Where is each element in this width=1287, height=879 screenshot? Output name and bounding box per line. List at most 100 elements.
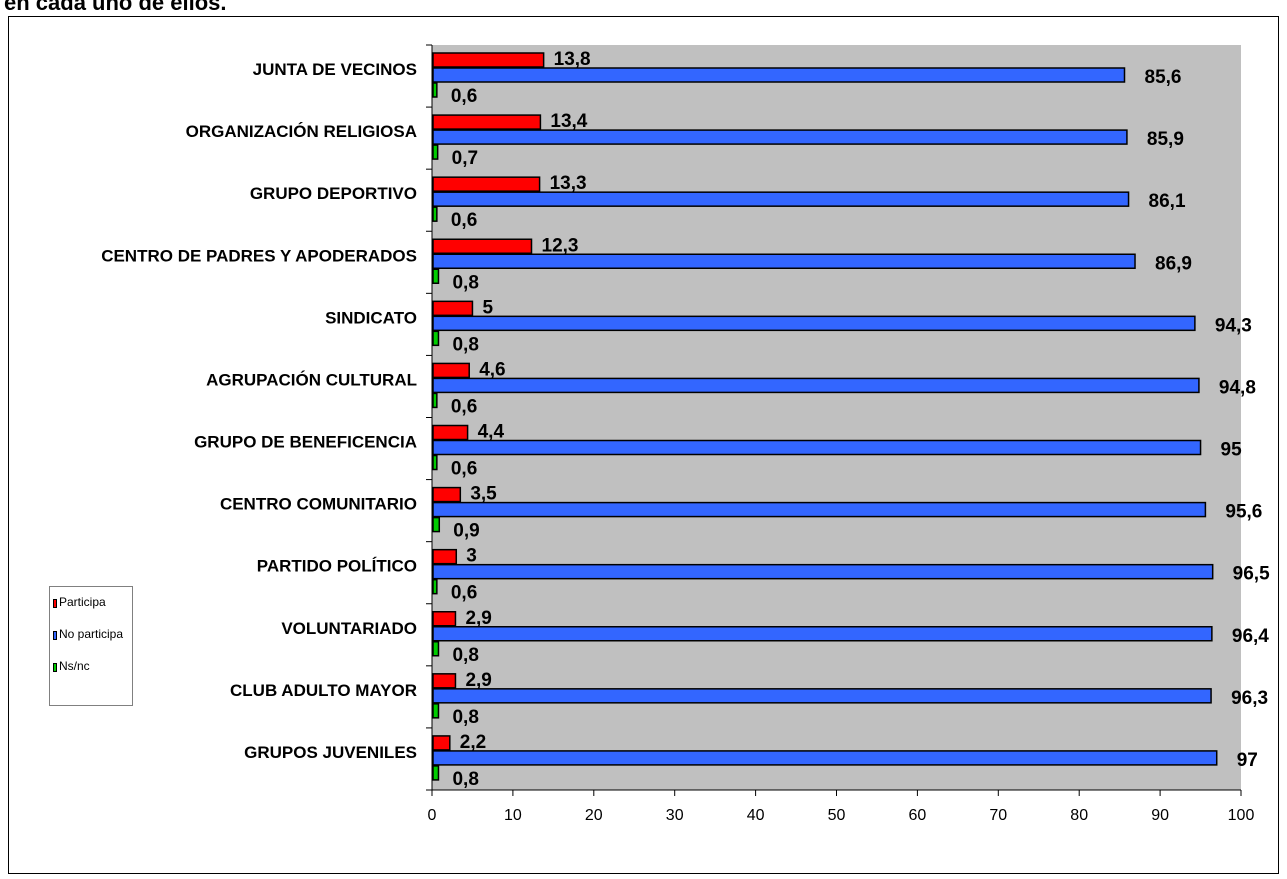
bar-participa: [432, 611, 457, 627]
bar-no-participa: [432, 439, 1202, 456]
bar-ns-nc: [432, 765, 440, 781]
bar-no-participa: [432, 626, 1213, 642]
bar-no-participa: [432, 377, 1200, 394]
category-label: PARTIDO POLÍTICO: [257, 557, 417, 576]
bar-no-participa: [432, 688, 1212, 704]
value-label-ns-nc: 0,8: [452, 272, 478, 293]
bar-ns-nc: [432, 268, 440, 284]
value-label-participa: 12,3: [542, 235, 579, 256]
value-label-ns-nc: 0,6: [451, 396, 477, 417]
bar-no-participa: [432, 129, 1128, 145]
value-label-no-participa: 96,3: [1231, 688, 1268, 709]
legend-label-no-participa: No participa: [59, 627, 124, 641]
legend-item-nsnc: Ns/nc: [53, 659, 129, 673]
category-label: VOLUNTARIADO: [281, 619, 417, 638]
value-label-ns-nc: 0,6: [451, 210, 477, 231]
category-label: GRUPO DEPORTIVO: [250, 184, 417, 203]
value-label-ns-nc: 0,6: [451, 459, 477, 480]
bar-participa: [432, 176, 541, 192]
x-tick-label: 90: [1151, 807, 1169, 824]
bar-no-participa: [432, 563, 1214, 580]
value-label-participa: 2,9: [465, 670, 491, 691]
bar-participa: [432, 114, 542, 130]
category-label: CENTRO COMUNITARIO: [220, 495, 417, 514]
category-label: GRUPO DE BENEFICENCIA: [194, 433, 417, 452]
bar-participa: [432, 486, 462, 503]
category-label: CENTRO DE PADRES Y APODERADOS: [101, 246, 417, 265]
legend-item-no-participa: No participa: [53, 627, 129, 641]
value-label-participa: 13,3: [550, 173, 587, 194]
bar-ns-nc: [432, 641, 440, 657]
bar-ns-nc: [432, 82, 438, 98]
bar-ns-nc: [432, 454, 438, 471]
bar-ns-nc: [432, 578, 438, 595]
bar-participa: [432, 52, 545, 68]
bar-no-participa: [432, 67, 1126, 83]
value-label-no-participa: 95: [1221, 440, 1243, 461]
value-label-participa: 4,4: [478, 422, 505, 443]
category-label: ORGANIZACIÓN RELIGIOSA: [186, 122, 417, 141]
x-tick-label: 70: [989, 807, 1007, 824]
x-tick-label: 30: [666, 807, 684, 824]
bar-participa: [432, 735, 451, 751]
value-label-ns-nc: 0,9: [453, 521, 479, 542]
value-label-no-participa: 94,3: [1215, 315, 1252, 336]
bar-participa: [432, 300, 474, 317]
value-label-participa: 3: [466, 546, 477, 567]
value-label-no-participa: 85,6: [1145, 67, 1182, 88]
value-label-no-participa: 86,9: [1155, 253, 1192, 274]
value-label-no-participa: 86,1: [1149, 191, 1186, 212]
x-tick-label: 100: [1228, 807, 1255, 824]
value-label-no-participa: 96,5: [1233, 564, 1270, 585]
bar-participa: [432, 424, 469, 441]
value-label-participa: 4,6: [479, 359, 505, 380]
bar-ns-nc: [432, 516, 441, 533]
legend-item-participa: Participa: [53, 595, 129, 609]
chart-frame: 13,8 85,6 0,6 13,4 85,9 0,7 13,3 86,1 0,6 12,3 86,…: [8, 16, 1279, 874]
bar-ns-nc: [432, 703, 440, 719]
bar-chart: 13,8 85,6 0,6 13,4 85,9 0,7 13,3 86,1 0,6 12,3 86,…: [101, 44, 1270, 824]
value-label-no-participa: 94,8: [1219, 377, 1256, 398]
value-label-ns-nc: 0,8: [452, 769, 478, 790]
value-label-no-participa: 96,4: [1232, 626, 1269, 647]
value-label-ns-nc: 0,6: [451, 583, 477, 604]
x-tick-label: 50: [828, 807, 846, 824]
legend-label-participa: Participa: [59, 595, 106, 609]
value-label-participa: 13,4: [550, 111, 587, 132]
bar-ns-nc: [432, 206, 438, 222]
category-label: GRUPOS JUVENILES: [244, 743, 417, 762]
bar-participa: [432, 673, 457, 689]
x-tick-label: 10: [504, 807, 522, 824]
category-label: CLUB ADULTO MAYOR: [230, 681, 417, 700]
bar-participa: [432, 362, 470, 379]
value-label-ns-nc: 0,8: [452, 645, 478, 666]
bar-no-participa: [432, 191, 1130, 207]
legend-swatch-no-participa: [53, 631, 57, 640]
value-label-ns-nc: 0,8: [452, 707, 478, 728]
x-tick-label: 60: [909, 807, 927, 824]
value-label-participa: 2,2: [460, 732, 486, 753]
legend: Participa No participa Ns/nc: [49, 586, 133, 706]
bar-no-participa: [432, 315, 1196, 332]
bar-ns-nc: [432, 392, 438, 409]
value-label-ns-nc: 0,7: [452, 148, 478, 169]
value-label-no-participa: 95,6: [1225, 502, 1262, 523]
bar-no-participa: [432, 750, 1218, 766]
value-label-ns-nc: 0,8: [452, 334, 478, 355]
value-label-participa: 3,5: [470, 484, 497, 505]
value-label-no-participa: 97: [1237, 750, 1258, 771]
value-label-ns-nc: 0,6: [451, 86, 477, 107]
bar-participa: [432, 548, 458, 565]
bar-no-participa: [432, 501, 1207, 518]
plot-area: [432, 45, 1241, 790]
legend-swatch-participa: [53, 599, 57, 608]
bar-no-participa: [432, 253, 1136, 269]
category-label: JUNTA DE VECINOS: [253, 60, 417, 79]
category-label: AGRUPACIÓN CULTURAL: [206, 370, 417, 389]
legend-swatch-nsnc: [53, 663, 57, 672]
bar-participa: [432, 238, 533, 254]
value-label-participa: 2,9: [465, 608, 491, 629]
bar-ns-nc: [432, 144, 439, 160]
value-label-participa: 13,8: [554, 49, 591, 70]
legend-label-nsnc: Ns/nc: [59, 659, 90, 673]
